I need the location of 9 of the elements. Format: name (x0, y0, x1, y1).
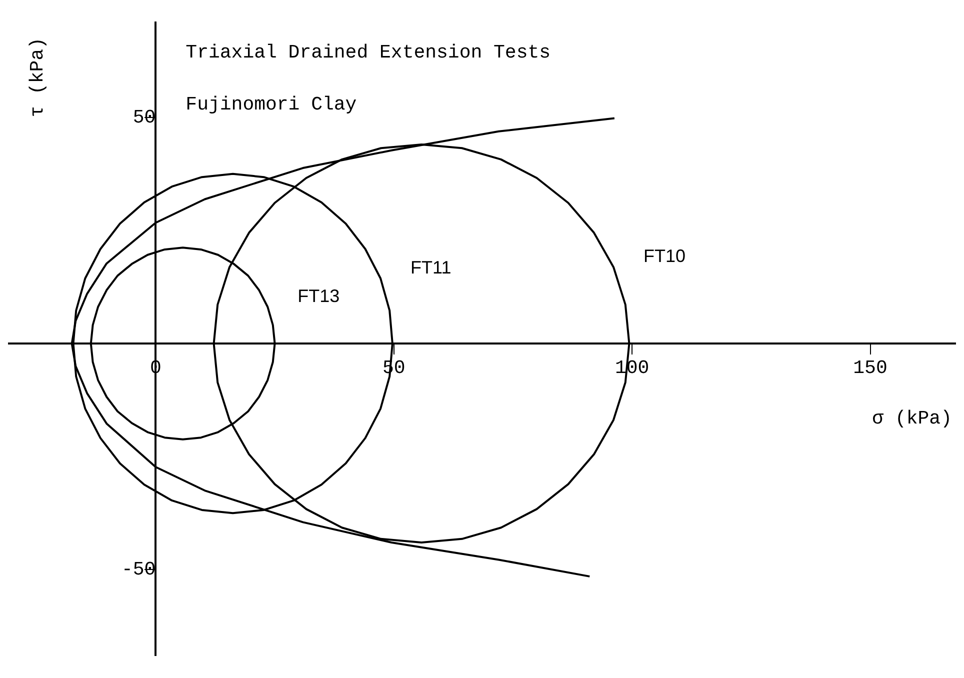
x-tick-label: 150 (853, 356, 888, 379)
y-tick-label: -50 (121, 558, 156, 581)
x-axis-title: σ (kPa) (872, 408, 952, 430)
text: Fujinomori Clay (186, 93, 357, 116)
text: Triaxial Drained Extension Tests (186, 41, 551, 64)
series-label: FT13 (298, 286, 340, 306)
y-axis-title: τ (kPa) (26, 37, 49, 118)
series-label: FT10 (643, 246, 686, 266)
series-label: FT11 (410, 257, 452, 278)
